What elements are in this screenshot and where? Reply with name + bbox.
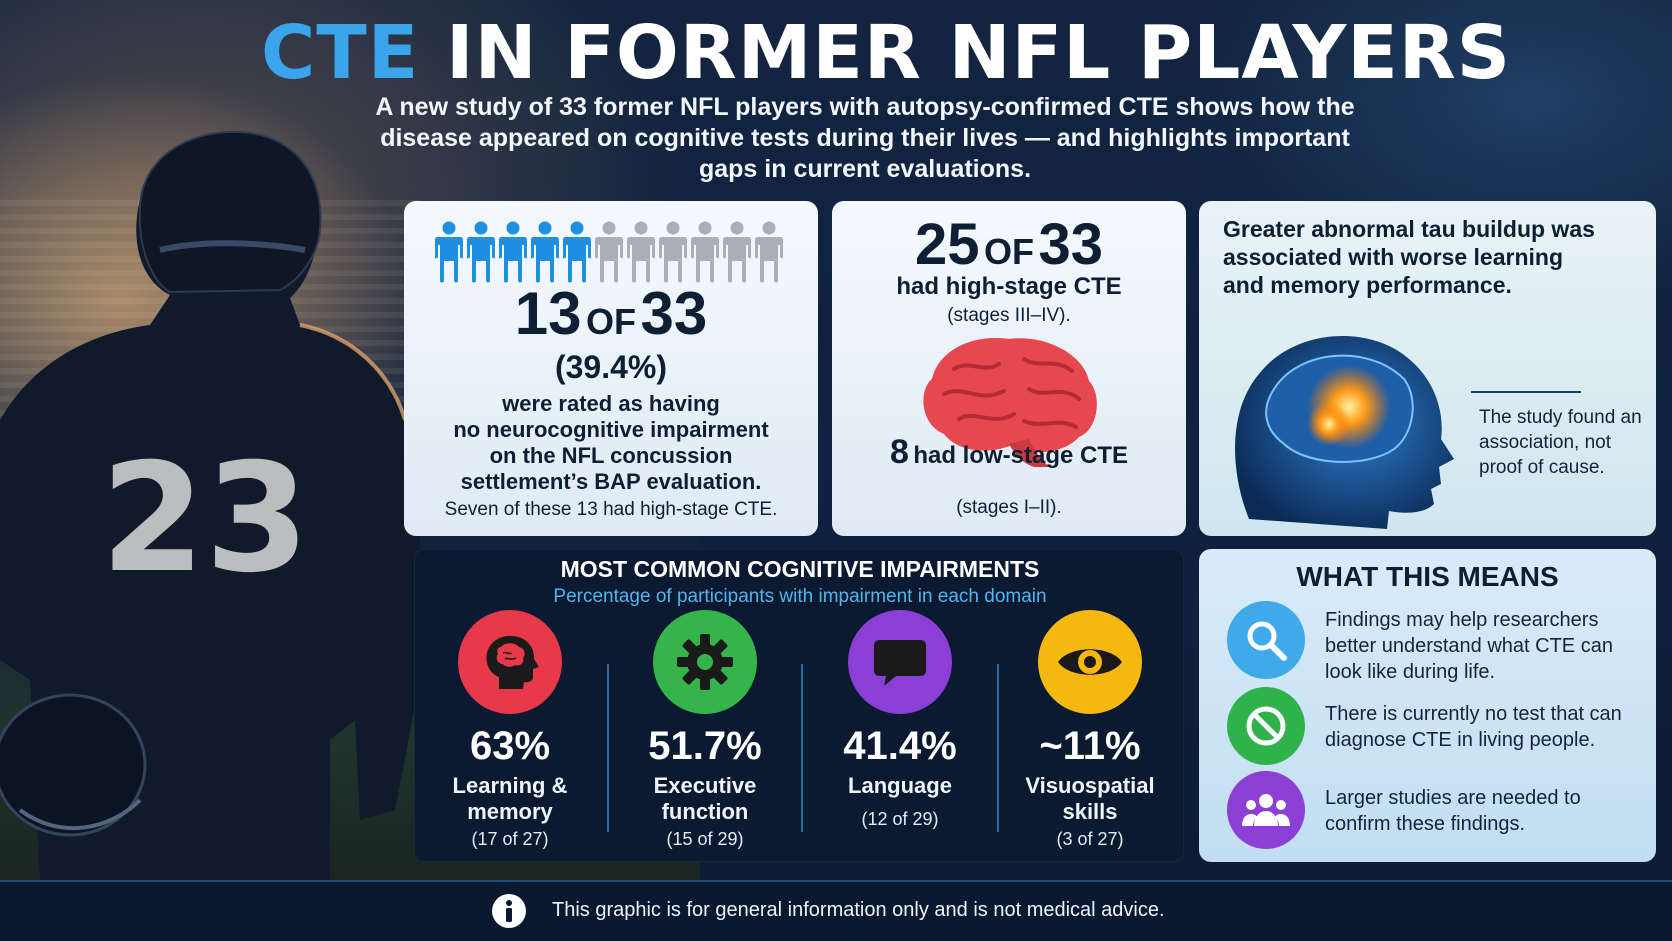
- means-item: There is currently no test that can diag…: [1227, 687, 1647, 765]
- domain-visuospatial: ~11% Visuospatial skills (3 of 27): [995, 610, 1185, 850]
- high-stage-range: (stages III–IV).: [947, 305, 1071, 326]
- low-stage-text: had low-stage CTE: [913, 442, 1129, 469]
- means-text: There is currently no test that can diag…: [1325, 703, 1622, 751]
- person-icon: [658, 221, 688, 288]
- group-icon: [1227, 771, 1305, 849]
- desc-line: settlement’s BAP evaluation.: [460, 469, 762, 494]
- low-stage-num: 8: [889, 433, 909, 471]
- high-stage-stat: 25 OF 33: [832, 211, 1186, 278]
- person-icon-highlighted: [466, 221, 496, 288]
- domain-learning-memory: 63% Learning & memory (17 of 27): [415, 610, 605, 850]
- magnifier-icon: [1227, 601, 1305, 679]
- person-icon: [690, 221, 720, 288]
- tau-note: The study found an association, not proo…: [1479, 407, 1642, 478]
- title-rest: IN FORMER NFL PLAYERS: [446, 10, 1512, 96]
- domain-label: Language: [848, 773, 952, 798]
- impairments-title: MOST COMMON COGNITIVE IMPAIRMENTS: [560, 556, 1040, 582]
- desc-line: were rated as having: [502, 391, 720, 416]
- brain-icon: [923, 338, 1097, 467]
- domain-count: (17 of 27): [471, 829, 549, 849]
- stat-of: OF: [586, 301, 636, 342]
- eye-icon: [1038, 610, 1142, 714]
- domain-divider: [997, 664, 999, 832]
- page-title: CTE IN FORMER NFL PLAYERS: [0, 10, 1672, 96]
- stat-13-of-33: 13 OF 33: [404, 279, 818, 348]
- domain-divider: [607, 664, 609, 832]
- person-icon: [722, 221, 752, 288]
- domain-percent: 41.4%: [843, 724, 957, 768]
- card-no-impairment: 13 OF 33 (39.4%) were rated as having no…: [404, 201, 818, 536]
- brain-head-icon: [458, 610, 562, 714]
- people-icon-row: [434, 221, 786, 288]
- domain-label: Visuospatial skills: [1025, 773, 1155, 824]
- person-icon: [754, 221, 784, 288]
- footer-text: This graphic is for general information …: [552, 899, 1165, 921]
- high-stage-num: 25: [915, 212, 980, 277]
- stat-denominator: 33: [640, 280, 708, 347]
- domain-language: 41.4% Language (12 of 29): [805, 610, 995, 830]
- high-stage-den: 33: [1038, 212, 1103, 277]
- domain-count: (3 of 27): [1056, 829, 1124, 849]
- stat-note: Seven of these 13 had high-stage CTE.: [444, 499, 778, 520]
- means-title: WHAT THIS MEANS: [1296, 561, 1559, 592]
- desc-line: on the NFL concussion: [489, 443, 733, 468]
- desc-line: no neurocognitive impairment: [453, 417, 769, 442]
- low-stage-range: (stages I–II).: [956, 497, 1062, 518]
- card-tau: Greater abnormal tau buildup was associa…: [1199, 201, 1656, 536]
- person-icon-highlighted: [434, 221, 464, 288]
- stat-description: were rated as having no neurocognitive i…: [404, 391, 818, 495]
- means-text: Findings may help researchers better und…: [1325, 609, 1613, 683]
- domain-percent: ~11%: [1039, 724, 1141, 768]
- person-icon: [626, 221, 656, 288]
- person-icon-highlighted: [530, 221, 560, 288]
- footer: This graphic is for general information …: [0, 880, 1672, 941]
- prohibited-icon: [1227, 687, 1305, 765]
- domain-percent: 63%: [469, 724, 551, 768]
- person-icon-highlighted: [562, 221, 592, 288]
- means-item: Larger studies are needed to confirm the…: [1227, 771, 1647, 849]
- jersey-number: 23: [101, 432, 310, 606]
- domain-percent: 51.7%: [648, 724, 762, 768]
- high-stage-text: had high-stage CTE: [896, 273, 1122, 300]
- gear-icon: [653, 610, 757, 714]
- head-brain-scan-icon: [1235, 336, 1454, 529]
- means-text: Larger studies are needed to confirm the…: [1325, 787, 1581, 835]
- domain-executive-function: 51.7% Executive function (15 of 29): [610, 610, 800, 850]
- speech-bubble-icon: [848, 610, 952, 714]
- tau-divider: [1471, 391, 1581, 393]
- stat-percent: (39.4%): [554, 349, 668, 385]
- domain-count: (15 of 29): [666, 829, 744, 849]
- card-impairments: MOST COMMON COGNITIVE IMPAIRMENTS Percen…: [414, 549, 1184, 862]
- impairments-subtitle: Percentage of participants with impairme…: [553, 586, 1047, 607]
- domain-label: Learning & memory: [452, 773, 568, 824]
- card-cte-stages: 25 OF 33 had high-stage CTE (stages III–…: [832, 201, 1186, 536]
- page-subtitle: A new study of 33 former NFL players wit…: [375, 93, 1355, 183]
- high-stage-of: OF: [984, 231, 1034, 272]
- person-icon-highlighted: [498, 221, 528, 288]
- person-icon: [594, 221, 624, 288]
- low-stage-stat: 8 had low-stage CTE: [832, 433, 1186, 472]
- means-item: Findings may help researchers better und…: [1227, 601, 1647, 683]
- tau-heading: Greater abnormal tau buildup was associa…: [1223, 216, 1595, 298]
- info-icon: [492, 894, 526, 928]
- domain-divider: [801, 664, 803, 832]
- domain-count: (12 of 29): [861, 809, 939, 829]
- domain-label: Executive function: [653, 773, 757, 824]
- stat-numerator: 13: [514, 280, 582, 347]
- player-illustration: 23: [0, 130, 420, 880]
- title-accent: CTE: [260, 10, 420, 96]
- card-what-this-means: WHAT THIS MEANS Findings may help resear…: [1199, 549, 1656, 862]
